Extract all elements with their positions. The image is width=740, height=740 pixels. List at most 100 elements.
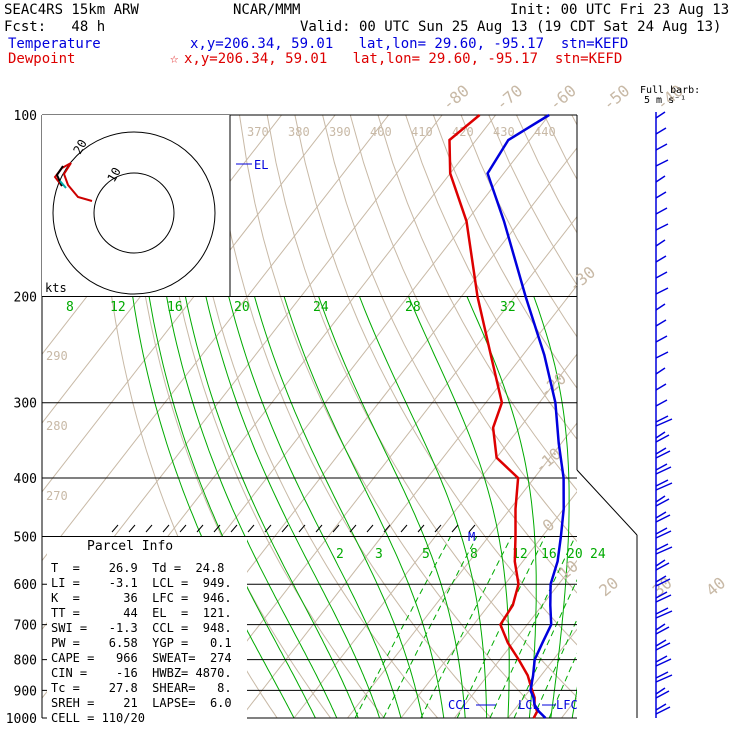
pressure-label: 900 [14,684,37,699]
wind-shear-tick [332,524,340,533]
wind-barb [655,450,671,459]
wind-barb [655,351,669,359]
parcel-row: TT = 44 EL = 121. [51,606,232,620]
pressure-label: 500 [14,530,37,545]
wind-shear-tick [383,524,391,533]
m-label: M [468,530,475,544]
pressure-label: 800 [14,654,37,669]
dry-adiabat-line [322,115,577,594]
mixing-ratio-label: 16 [541,547,557,562]
wind-shear-tick [281,524,289,533]
parcel-row: CELL = 110/20 [51,711,145,725]
wind-barb [655,575,667,583]
wind-barb [655,674,673,683]
pressure-label: 300 [14,397,37,412]
valid-time: Valid: 00 UTC Sun 25 Aug 13 (19 CDT Sat … [300,19,722,35]
wind-barb [655,639,667,647]
dry-adiabat-line [349,115,577,543]
wind-barb [655,607,669,615]
parcel-row: LI = -3.1 LCL = 949. [51,576,232,590]
wind-barb [655,495,666,503]
wind-shear-tick [247,524,255,533]
parcel-row: SWI = -1.3 CCL = 948. [51,621,232,635]
dry-adiabat-line [600,115,740,718]
pressure-label: 600 [14,578,37,593]
theta-label: 440 [534,125,556,139]
hodograph-ring-label: 20 [70,137,89,157]
dry-adiabat-line [239,115,545,718]
center-name: NCAR/MMM [233,2,301,18]
wind-barb [655,498,670,507]
wind-barb [655,111,666,119]
ccl-label: CCL [448,698,470,712]
mixing-ratio-line [513,578,577,718]
wind-barb [655,623,666,631]
isotherm-label: -70 [492,81,526,114]
moist-adiabat-line [594,297,660,719]
barb-legend: 5 m s⁻¹ [644,95,686,106]
wind-barb [655,562,670,571]
wind-barb [655,706,671,715]
lcl-label: LCL [518,698,540,712]
mixing-ratio-label: 16 [167,300,183,315]
wind-barb [655,143,668,151]
wind-barb [655,303,666,311]
wind-barb [655,447,667,455]
mixing-ratio-label: 20 [567,547,583,562]
mixing-ratio-label: 3 [375,547,383,562]
pressure-label: 100 [14,109,37,124]
wind-barb [655,431,666,439]
pressure-label: 1000 [6,712,37,727]
wind-barb [655,530,672,539]
wind-barb [655,463,668,471]
wind-barb [655,159,669,167]
temperature-label: Temperature [8,36,101,52]
mixing-ratio-line [489,536,576,718]
dewpoint-label: Dewpoint [8,51,76,67]
isotherm-line [507,628,577,718]
temperature-location: x,y=206.34, 59.01 lat,lon= 29.60, -95.17… [190,36,629,52]
parcel-row: SREH = 21 LAPSE= 6.0 [51,696,232,710]
isotherm-label: -80 [438,81,472,114]
isotherm-label: 40 [702,573,729,600]
moist-adiabat-line [466,296,537,718]
wind-barb [655,578,671,587]
wind-shear-tick [417,524,425,533]
temperature-line [486,113,565,719]
wind-barb [655,591,668,599]
wind-barb [655,559,666,567]
wind-barb [655,658,672,667]
dry-adiabat-line [294,115,577,646]
wind-shear-tick [451,524,459,533]
wind-shear-tick [179,524,187,533]
hodograph-ring [52,131,216,295]
isotherm-label: 30 [649,573,676,600]
dry-adiabat-line [405,115,577,441]
mixing-ratio-line [420,536,512,718]
forecast-hour: Fcst: 48 h [4,19,106,35]
wind-barb [655,527,668,535]
isotherm-line [347,422,577,718]
wind-barb [655,175,666,183]
wind-shear-tick [400,524,408,533]
wind-barb [655,671,669,679]
isotherm-label: -60 [545,81,579,114]
parcel-row: T = 26.9 Td = 24.8 [51,561,225,575]
wind-barb [655,415,669,423]
wind-barb [655,546,673,555]
theta-label: 420 [452,125,474,139]
dry-adiabat-line [156,115,385,718]
wind-shear-tick [315,524,323,533]
pressure-label: 200 [14,291,37,306]
wind-shear-tick [366,524,374,533]
el-label: EL [254,158,268,172]
dewpoint-location: x,y=206.34, 59.01 lat,lon= 29.60, -95.17… [184,51,623,67]
wind-shear-tick [298,524,306,533]
wind-barb [655,514,671,523]
hodograph-units: kts [45,281,67,295]
wind-shear-tick [196,524,204,533]
wind-barb [655,434,670,443]
parcel-info-panel: Parcel Info T = 26.9 Td = 24.8 LI = -3.1… [47,537,247,732]
mixing-ratio-label: 28 [405,300,421,315]
